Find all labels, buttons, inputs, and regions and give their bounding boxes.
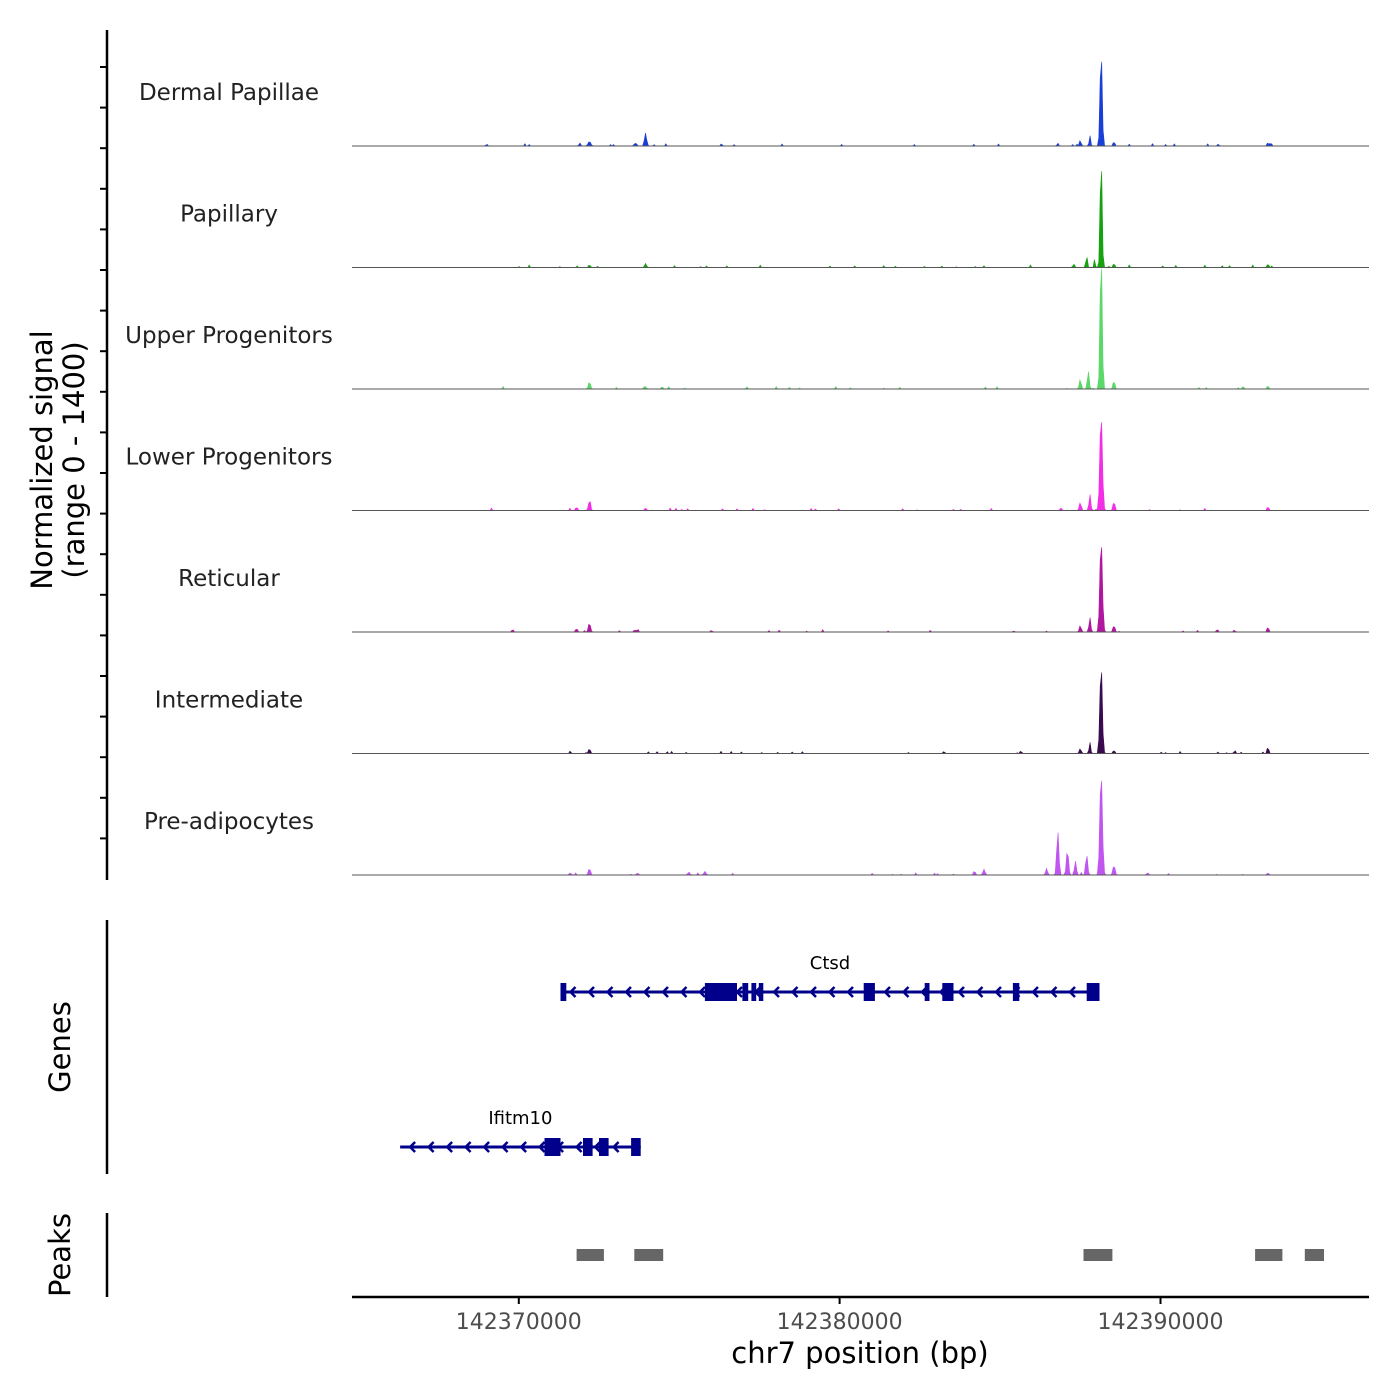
gene-name: Ctsd (810, 953, 850, 974)
peak-region (634, 1249, 664, 1261)
coverage-area (352, 547, 1369, 633)
strand-arrow (593, 1141, 601, 1153)
coverage-track: Pre-adipocytes (144, 780, 1369, 876)
gene-model: Ifitm10 (400, 1108, 641, 1156)
strand-arrow (827, 986, 836, 998)
coverage-area (352, 61, 1369, 147)
strand-arrow (809, 986, 817, 998)
strand-arrow (679, 986, 688, 998)
genes-track-label: Genes (43, 1001, 77, 1093)
strand-arrow (642, 986, 651, 998)
strand-arrow (519, 1141, 527, 1153)
exon (1086, 983, 1100, 1001)
y-axis-title-line1: Normalized signal (25, 330, 59, 589)
x-tick-label: 142380000 (777, 1310, 903, 1335)
x-tick-label: 142390000 (1098, 1310, 1224, 1335)
coverage-track: Intermediate (155, 672, 1369, 754)
track-label: Papillary (180, 202, 278, 228)
strand-arrow (975, 986, 984, 998)
track-label: Intermediate (155, 688, 303, 714)
exon (863, 983, 875, 1001)
strand-arrow (574, 1141, 583, 1153)
strand-arrow (883, 986, 891, 998)
peak-region (576, 1249, 604, 1261)
strand-arrow (611, 1141, 620, 1153)
coverage-track: Papillary (180, 171, 1369, 269)
x-tick-label: 142370000 (456, 1310, 582, 1335)
exon (942, 983, 954, 1001)
coverage-tracks: Dermal Papillae Papillary Upper Progenitor… (125, 61, 1369, 876)
track-label: Reticular (178, 566, 280, 592)
exon (1012, 983, 1020, 1001)
coverage-track: Lower Progenitors (126, 422, 1369, 511)
strand-arrow (500, 1141, 509, 1153)
coverage-y-axis-ticks (100, 66, 107, 840)
strand-arrow (568, 986, 577, 998)
track-label: Dermal Papillae (139, 80, 319, 106)
coverage-track: Reticular (178, 547, 1369, 633)
strand-arrow (445, 1141, 453, 1153)
genes-track: Ctsd Ifitm10 (400, 953, 1100, 1156)
coverage-area (352, 268, 1369, 390)
strand-arrow (957, 986, 965, 998)
strand-arrow (661, 986, 669, 998)
coverage-track: Dermal Papillae (139, 61, 1369, 147)
gene-name: Ifitm10 (488, 1108, 552, 1129)
track-label: Upper Progenitors (125, 323, 333, 349)
strand-arrow (846, 986, 854, 998)
exon (751, 983, 757, 1001)
exon (631, 1138, 641, 1156)
strand-arrow (605, 986, 614, 998)
strand-arrow (1049, 986, 1058, 998)
strand-arrow (790, 986, 799, 998)
x-axis-title: chr7 position (bp) (731, 1336, 988, 1370)
track-label: Pre-adipocytes (144, 809, 314, 835)
strand-arrow (624, 986, 632, 998)
strand-arrow (426, 1141, 435, 1153)
strand-arrow (1068, 986, 1076, 998)
peak-region (1083, 1249, 1113, 1261)
peak-region (1304, 1249, 1324, 1261)
exon (599, 1138, 609, 1156)
peak-region (1255, 1249, 1283, 1261)
y-axis-title: Normalized signal (range 0 - 1400) (25, 330, 91, 589)
strand-arrow (994, 986, 1002, 998)
strand-arrow (537, 1141, 546, 1153)
peaks-track-label: Peaks (43, 1213, 77, 1297)
strand-arrow (698, 986, 706, 998)
strand-arrow (901, 986, 910, 998)
strand-arrow (408, 1141, 416, 1153)
exon (758, 983, 764, 1001)
strand-arrow (1031, 986, 1039, 998)
exon (560, 983, 567, 1001)
coverage-area (352, 422, 1369, 511)
track-label: Lower Progenitors (126, 445, 333, 471)
strand-arrow (772, 986, 780, 998)
x-axis-ticks: 142370000 142380000 142390000 (456, 1297, 1224, 1335)
coverage-area (352, 780, 1369, 876)
strand-arrow (463, 1141, 472, 1153)
exon (544, 1138, 561, 1156)
strand-arrow (482, 1141, 490, 1153)
coverage-area (352, 672, 1369, 754)
coverage-area (352, 171, 1369, 269)
y-axis-title-line2: (range 0 - 1400) (57, 341, 91, 578)
exon (583, 1138, 593, 1156)
strand-arrow (587, 986, 595, 998)
exon (742, 983, 749, 1001)
peaks-track (576, 1249, 1324, 1261)
exon (924, 983, 930, 1001)
exon (704, 983, 737, 1001)
gene-model: Ctsd (560, 953, 1100, 1001)
coverage-track: Upper Progenitors (125, 268, 1369, 390)
